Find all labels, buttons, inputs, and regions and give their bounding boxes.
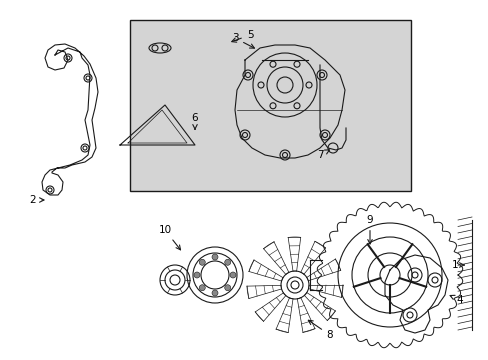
Circle shape: [224, 259, 230, 265]
Text: 5: 5: [231, 30, 253, 42]
Text: 9: 9: [366, 215, 372, 244]
Bar: [129, 20, 410, 191]
Text: 10: 10: [158, 225, 180, 250]
Text: 7: 7: [316, 150, 329, 160]
Circle shape: [199, 285, 205, 291]
Circle shape: [229, 272, 236, 278]
Text: 3: 3: [231, 33, 254, 48]
Text: 4: 4: [449, 295, 462, 305]
Circle shape: [212, 290, 218, 296]
Text: 8: 8: [308, 320, 333, 340]
Circle shape: [194, 272, 200, 278]
Circle shape: [224, 285, 230, 291]
Text: 1: 1: [451, 260, 463, 270]
Text: 2: 2: [30, 195, 44, 205]
Circle shape: [212, 254, 218, 260]
Circle shape: [199, 259, 205, 265]
Text: 6: 6: [191, 113, 198, 129]
